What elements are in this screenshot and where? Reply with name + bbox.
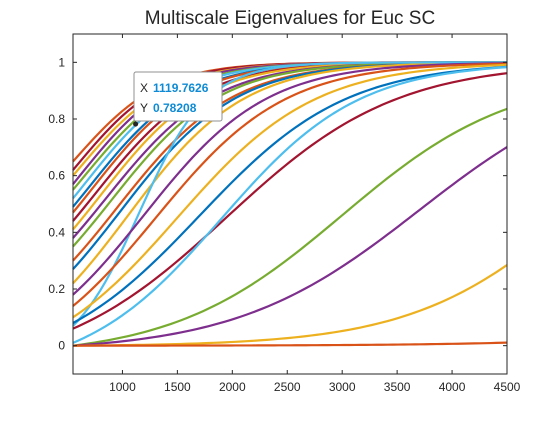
x-tick-label: 4500 [494,380,521,394]
series-line-19 [72,63,508,319]
x-tick-label: 3500 [384,380,411,394]
datatip-marker [133,121,139,127]
series-line-21 [72,72,508,330]
datatip-y-value: 0.78208 [153,101,197,115]
y-tick-label: 1 [58,55,65,69]
x-tick-label: 2500 [274,380,301,394]
x-tick-label: 1000 [109,380,136,394]
chart-title: Multiscale Eigenvalues for Euc SC [145,8,435,29]
series-line-23 [72,107,508,347]
datatip-x-value: 1119.7626 [153,81,209,95]
series-line-16 [72,61,507,327]
datatip[interactable]: X 1119.7626 Y 0.78208 [133,71,223,127]
axes-group: 1000 1500 2000 2500 3000 3500 4000 4500 0 0.2 0.4 0… [48,34,521,394]
datatip-x-label: X [140,81,148,95]
x-tick-label: 1500 [164,380,191,394]
y-tick-label: 0.2 [48,282,65,296]
series-line-24 [72,146,508,347]
series-line-17 [72,62,508,296]
y-tick-label: 0 [58,339,65,353]
y-tick-label: 0.6 [48,169,65,183]
x-tick-label: 2000 [219,380,246,394]
series-line-22 [72,66,508,344]
datatip-box[interactable] [133,71,223,122]
y-tick-label: 0.8 [48,112,65,126]
y-tick-label: 0.4 [48,225,65,239]
series-line-26 [72,341,508,347]
series-line-18 [72,62,508,307]
plot-area-border [72,33,508,375]
series-line-20 [72,65,508,324]
x-tick-label: 4000 [439,380,466,394]
datatip-y-label: Y [140,101,148,115]
x-tick-label: 3000 [329,380,356,394]
